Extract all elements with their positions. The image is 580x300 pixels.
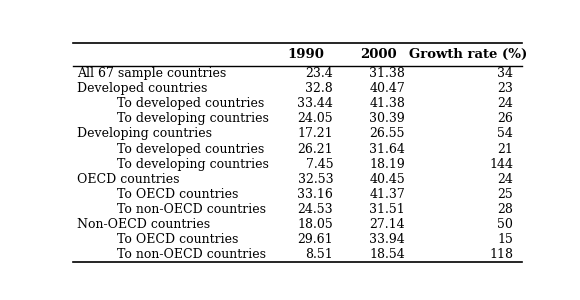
Text: Developed countries: Developed countries	[77, 82, 208, 95]
Text: 118: 118	[489, 248, 513, 261]
Text: 21: 21	[497, 142, 513, 156]
Text: All 67 sample countries: All 67 sample countries	[77, 67, 226, 80]
Text: 31.38: 31.38	[369, 67, 405, 80]
Text: OECD countries: OECD countries	[77, 173, 179, 186]
Text: 8.51: 8.51	[306, 248, 333, 261]
Text: 18.19: 18.19	[369, 158, 405, 171]
Text: 23.4: 23.4	[306, 67, 333, 80]
Text: Developing countries: Developing countries	[77, 128, 212, 140]
Text: 40.47: 40.47	[369, 82, 405, 95]
Text: 7.45: 7.45	[306, 158, 333, 171]
Text: 41.38: 41.38	[369, 97, 405, 110]
Text: Growth rate (%): Growth rate (%)	[409, 48, 527, 61]
Text: 31.64: 31.64	[369, 142, 405, 156]
Text: 26: 26	[497, 112, 513, 125]
Text: To non-OECD countries: To non-OECD countries	[117, 248, 266, 261]
Text: 33.44: 33.44	[298, 97, 333, 110]
Text: 2000: 2000	[360, 48, 397, 61]
Text: 29.61: 29.61	[298, 233, 333, 246]
Text: 26.55: 26.55	[369, 128, 405, 140]
Text: 27.14: 27.14	[369, 218, 405, 231]
Text: Non-OECD countries: Non-OECD countries	[77, 218, 210, 231]
Text: To developing countries: To developing countries	[117, 112, 269, 125]
Text: 24: 24	[497, 97, 513, 110]
Text: 30.39: 30.39	[369, 112, 405, 125]
Text: 24.05: 24.05	[298, 112, 333, 125]
Text: 26.21: 26.21	[298, 142, 333, 156]
Text: 25: 25	[497, 188, 513, 201]
Text: 33.94: 33.94	[369, 233, 405, 246]
Text: 144: 144	[489, 158, 513, 171]
Text: 17.21: 17.21	[298, 128, 333, 140]
Text: 23: 23	[497, 82, 513, 95]
Text: To non-OECD countries: To non-OECD countries	[117, 203, 266, 216]
Text: 18.05: 18.05	[298, 218, 333, 231]
Text: 50: 50	[497, 218, 513, 231]
Text: 34: 34	[497, 67, 513, 80]
Text: 15: 15	[497, 233, 513, 246]
Text: 33.16: 33.16	[298, 188, 333, 201]
Text: 24.53: 24.53	[298, 203, 333, 216]
Text: To developed countries: To developed countries	[117, 97, 264, 110]
Text: 41.37: 41.37	[369, 188, 405, 201]
Text: To developing countries: To developing countries	[117, 158, 269, 171]
Text: 28: 28	[497, 203, 513, 216]
Text: To developed countries: To developed countries	[117, 142, 264, 156]
Text: To OECD countries: To OECD countries	[117, 188, 239, 201]
Text: 40.45: 40.45	[369, 173, 405, 186]
Text: 32.8: 32.8	[306, 82, 333, 95]
Text: 32.53: 32.53	[298, 173, 333, 186]
Text: 18.54: 18.54	[369, 248, 405, 261]
Text: 31.51: 31.51	[369, 203, 405, 216]
Text: 1990: 1990	[288, 48, 325, 61]
Text: To OECD countries: To OECD countries	[117, 233, 239, 246]
Text: 24: 24	[497, 173, 513, 186]
Text: 54: 54	[497, 128, 513, 140]
